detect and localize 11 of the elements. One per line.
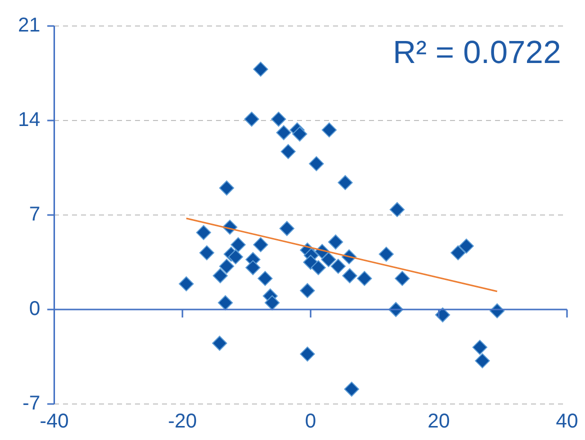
x-tick-label: 40 xyxy=(556,410,578,433)
y-tick-label: -7 xyxy=(22,392,40,415)
y-tick-label: 14 xyxy=(18,109,40,132)
y-tick-label: 21 xyxy=(18,14,40,37)
x-tick-label: 20 xyxy=(428,410,450,433)
x-tick-label: 0 xyxy=(305,410,316,433)
x-tick-label: -20 xyxy=(168,410,197,433)
annotation: R² = 0.0722 xyxy=(392,34,561,70)
x-tick-label: -40 xyxy=(40,410,69,433)
y-tick-label: 7 xyxy=(29,204,40,226)
y-tick-label: 0 xyxy=(29,298,40,320)
